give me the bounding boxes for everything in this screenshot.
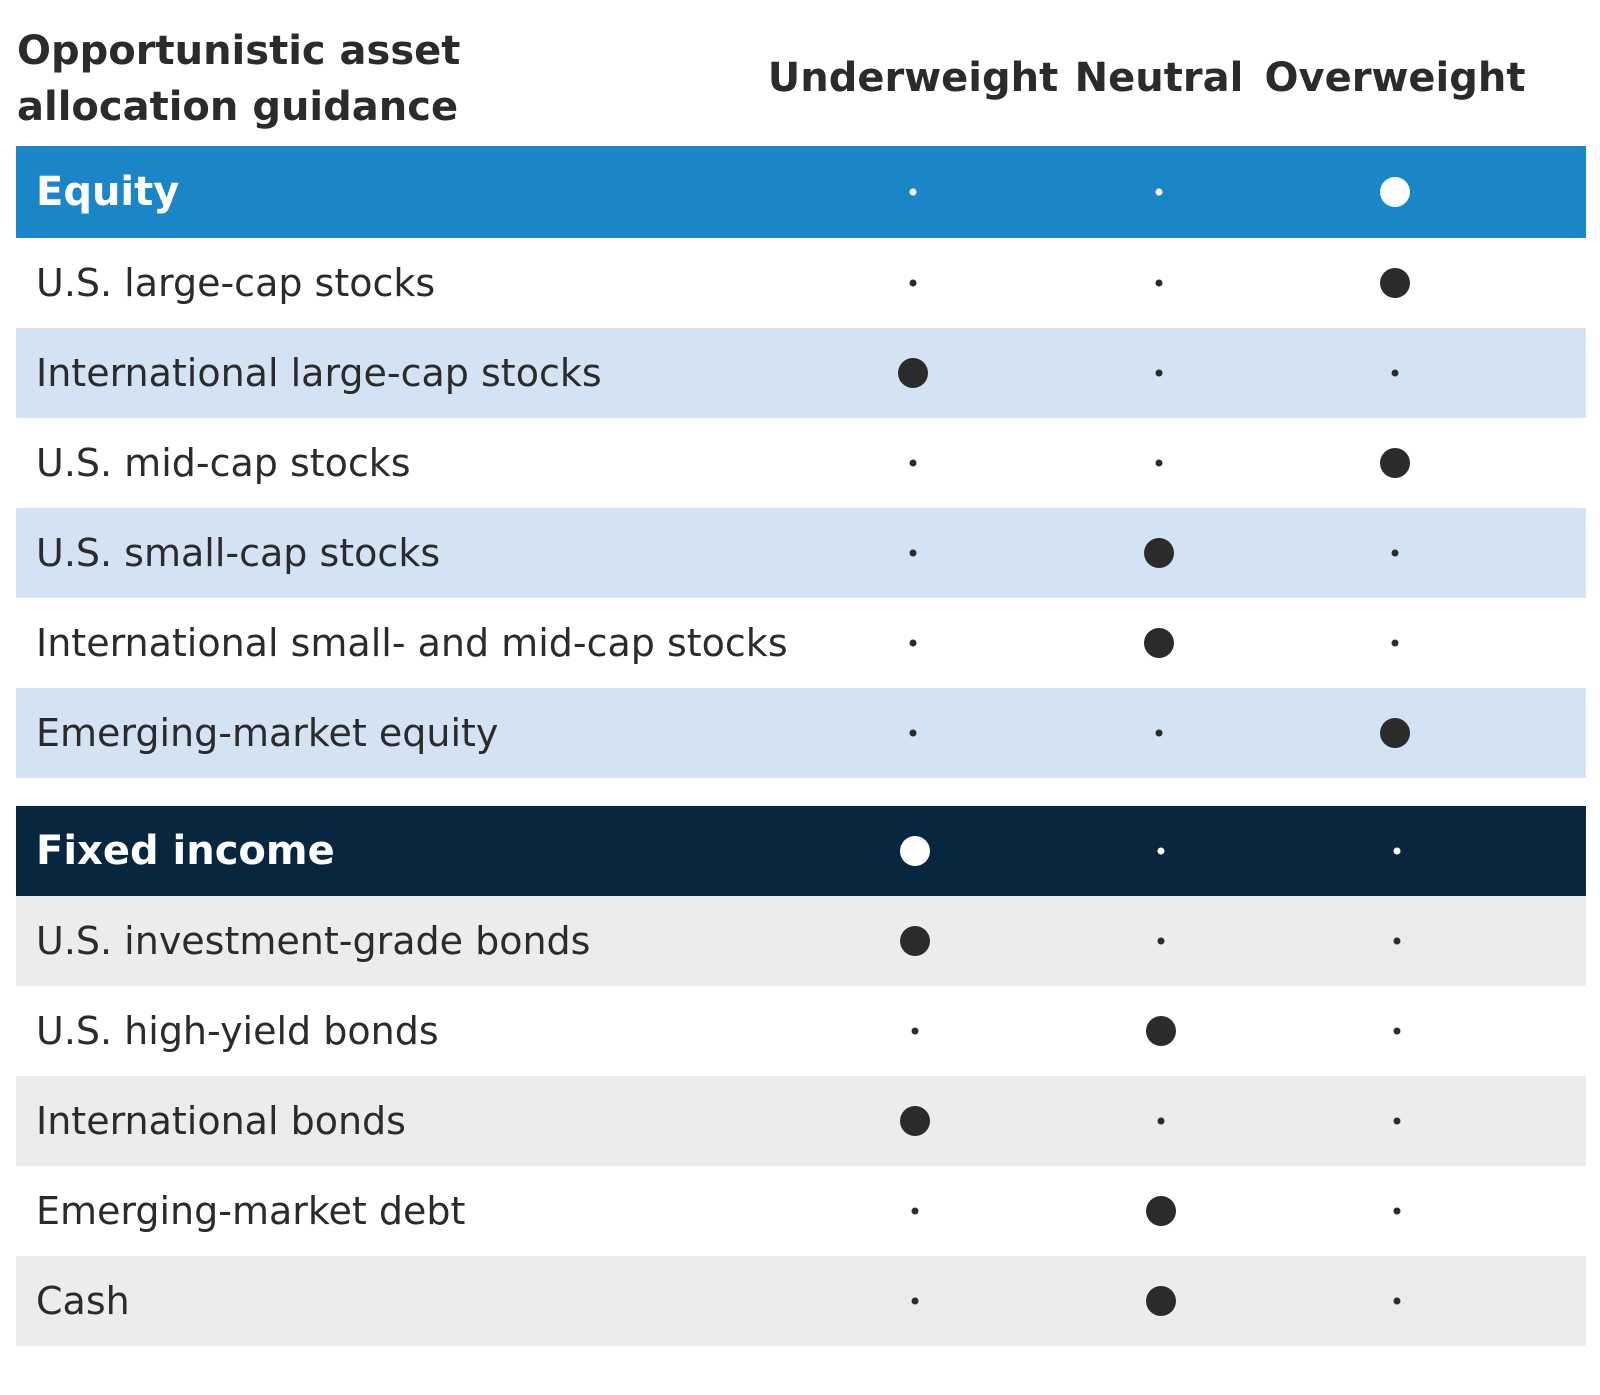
table-row: Emerging-market equity: [16, 688, 1586, 778]
section-label: Equity: [36, 169, 180, 215]
rating-dot-empty-underweight: [909, 549, 917, 557]
rating-dot-selected-neutral: [1144, 628, 1174, 658]
rating-dot-empty-neutral: [1155, 188, 1163, 196]
rating-dot-empty-overweight: [1393, 1297, 1401, 1305]
column-header-neutral: Neutral: [1074, 55, 1244, 101]
table-row: U.S. mid-cap stocks: [16, 418, 1586, 508]
table-row: U.S. large-cap stocks: [16, 238, 1586, 328]
rating-dot-empty-underweight: [909, 639, 917, 647]
section-header-equity: Equity: [16, 146, 1586, 238]
rating-dot-empty-overweight: [1393, 937, 1401, 945]
rating-dot-empty-overweight: [1393, 1207, 1401, 1215]
table-row: U.S. small-cap stocks: [16, 508, 1586, 598]
rating-dot-selected-overweight: [1380, 718, 1410, 748]
column-header-overweight: Overweight: [1264, 55, 1526, 101]
row-label: International bonds: [36, 1099, 406, 1143]
rating-dot-empty-overweight: [1393, 1027, 1401, 1035]
table-row: International bonds: [16, 1076, 1586, 1166]
rating-dot-empty-underweight: [909, 279, 917, 287]
rating-dot-empty-underweight: [911, 1297, 919, 1305]
rating-dot-empty-neutral: [1155, 459, 1163, 467]
rating-dot-empty-overweight: [1391, 549, 1399, 557]
row-label: U.S. small-cap stocks: [36, 531, 441, 575]
rating-dot-empty-neutral: [1155, 279, 1163, 287]
rating-dot-selected-neutral: [1146, 1196, 1176, 1226]
row-label: U.S. large-cap stocks: [36, 261, 436, 305]
rating-dot-empty-neutral: [1157, 937, 1165, 945]
rating-dot-empty-overweight: [1393, 847, 1401, 855]
column-header-underweight: Underweight: [767, 55, 1059, 101]
rating-dot-selected-overweight: [1380, 268, 1410, 298]
table-row: International large-cap stocks: [16, 328, 1586, 418]
rating-dot-empty-underweight: [911, 1027, 919, 1035]
table-row: Cash: [16, 1256, 1586, 1346]
rating-dot-empty-neutral: [1157, 847, 1165, 855]
row-label: U.S. high-yield bonds: [36, 1009, 439, 1053]
rating-dot-selected-underweight: [900, 836, 930, 866]
row-label: U.S. mid-cap stocks: [36, 441, 411, 485]
table-row: U.S. investment-grade bonds: [16, 896, 1586, 986]
rating-dot-empty-overweight: [1391, 639, 1399, 647]
rating-dot-empty-neutral: [1155, 369, 1163, 377]
row-label: International small- and mid-cap stocks: [36, 621, 788, 665]
row-label: U.S. investment-grade bonds: [36, 919, 591, 963]
rating-dot-selected-overweight: [1380, 448, 1410, 478]
rating-dot-empty-underweight: [909, 188, 917, 196]
section-label: Fixed income: [36, 828, 335, 874]
rating-dot-empty-overweight: [1393, 1117, 1401, 1125]
rating-dot-empty-underweight: [911, 1207, 919, 1215]
table-row: International small- and mid-cap stocks: [16, 598, 1586, 688]
rating-dot-selected-overweight: [1380, 177, 1410, 207]
row-label: Emerging-market debt: [36, 1189, 466, 1233]
rating-dot-empty-underweight: [909, 729, 917, 737]
row-label: Cash: [36, 1279, 130, 1323]
rating-dot-empty-underweight: [909, 459, 917, 467]
rating-dot-selected-underweight: [900, 1106, 930, 1136]
rating-dot-selected-underweight: [898, 358, 928, 388]
rating-dot-selected-neutral: [1146, 1286, 1176, 1316]
row-label: International large-cap stocks: [36, 351, 602, 395]
rating-dot-empty-neutral: [1157, 1117, 1165, 1125]
row-label: Emerging-market equity: [36, 711, 499, 755]
rating-dot-selected-neutral: [1144, 538, 1174, 568]
rating-dot-selected-underweight: [900, 926, 930, 956]
section-header-fixed-income: Fixed income: [16, 806, 1586, 896]
table-row: Emerging-market debt: [16, 1166, 1586, 1256]
chart-title-line-2: allocation guidance: [17, 84, 459, 130]
rating-dot-empty-overweight: [1391, 369, 1399, 377]
table-row: U.S. high-yield bonds: [16, 986, 1586, 1076]
rating-dot-selected-neutral: [1146, 1016, 1176, 1046]
rating-dot-empty-neutral: [1155, 729, 1163, 737]
chart-title-line-1: Opportunistic asset: [17, 28, 461, 74]
